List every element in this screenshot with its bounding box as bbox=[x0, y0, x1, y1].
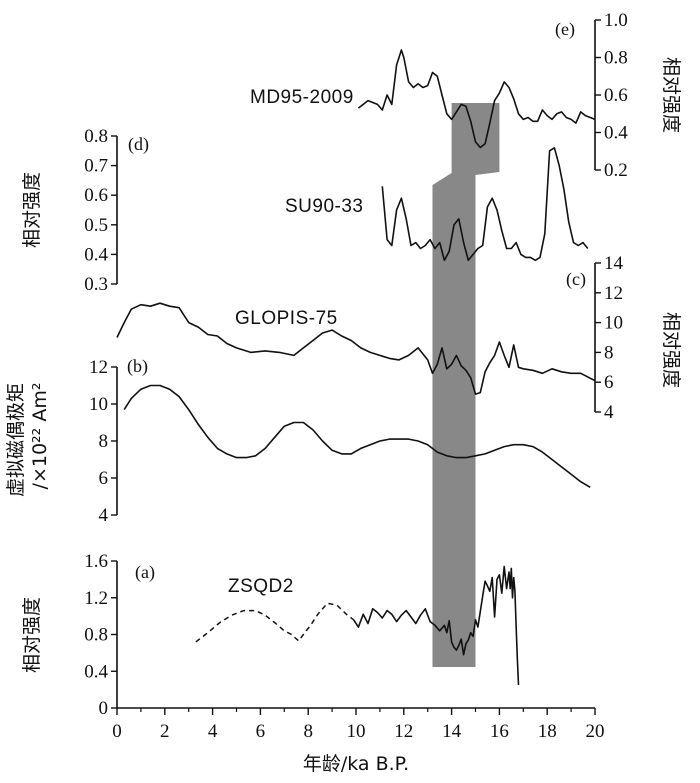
x-tick-label: 20 bbox=[586, 721, 605, 742]
y-tick-label-c: 10 bbox=[604, 313, 623, 334]
y-tick-label-d: 0.8 bbox=[84, 126, 108, 147]
y-tick-label-c: 14 bbox=[604, 253, 624, 274]
panel-letter-d: (d) bbox=[128, 134, 149, 155]
series-label-a: ZSQD2 bbox=[228, 576, 294, 597]
x-tick-label: 2 bbox=[160, 721, 170, 742]
y-tick-label-e: 0.2 bbox=[604, 160, 628, 181]
y-tick-label-c: 8 bbox=[604, 342, 614, 363]
series-line-e bbox=[357, 49, 596, 149]
y-tick-label-d: 0.5 bbox=[84, 215, 108, 236]
y-axis-title-e: 相对强度 bbox=[660, 57, 682, 133]
y-tick-label-a: 0.4 bbox=[84, 661, 108, 682]
series-label-d: SU90-33 bbox=[285, 196, 364, 217]
y-tick-label-b: 8 bbox=[99, 431, 109, 452]
y-tick-label-d: 0.6 bbox=[84, 185, 108, 206]
y-tick-label-a: 0.8 bbox=[84, 625, 108, 646]
series-line-dashed-a bbox=[195, 602, 355, 643]
y-tick-label-b: 6 bbox=[99, 468, 109, 489]
series-label-e: MD95-2009 bbox=[250, 87, 354, 108]
y-tick-label-c: 4 bbox=[604, 402, 614, 423]
y-tick-label-b: 12 bbox=[89, 357, 108, 378]
series-line-c bbox=[116, 302, 596, 395]
y-tick-label-d: 0.3 bbox=[84, 274, 108, 295]
y-axis-title-b: 虚拟磁偶极矩 bbox=[5, 383, 27, 497]
y-tick-label-c: 6 bbox=[604, 372, 614, 393]
panel-letter-c: (c) bbox=[566, 269, 586, 290]
highlight-band bbox=[432, 103, 500, 667]
y-tick-label-b: 10 bbox=[89, 394, 108, 415]
y-tick-label-e: 0.6 bbox=[604, 85, 628, 106]
series-label-c: GLOPIS-75 bbox=[235, 308, 338, 329]
x-tick-label: 8 bbox=[303, 721, 313, 742]
y-tick-label-e: 0.8 bbox=[604, 48, 628, 69]
x-tick-label: 18 bbox=[538, 721, 557, 742]
y-tick-label-b: 4 bbox=[99, 505, 109, 526]
y-tick-label-a: 1.2 bbox=[84, 588, 108, 609]
y-tick-label-a: 1.6 bbox=[84, 551, 108, 572]
y-tick-label-e: 0.4 bbox=[604, 123, 628, 144]
x-tick-label: 12 bbox=[394, 721, 413, 742]
x-tick-label: 6 bbox=[256, 721, 266, 742]
y-tick-label-a: 0 bbox=[99, 698, 109, 719]
y-tick-label-c: 12 bbox=[604, 283, 623, 304]
y-axis-title-c: 相对强度 bbox=[660, 312, 682, 388]
y-tick-label-e: 1.0 bbox=[604, 10, 628, 31]
series-line-b bbox=[123, 384, 591, 488]
x-axis-title: 年龄/ka B.P. bbox=[303, 753, 409, 775]
series-line-a bbox=[352, 565, 520, 686]
y-tick-label-d: 0.4 bbox=[84, 244, 108, 265]
x-tick-label: 16 bbox=[490, 721, 509, 742]
y-tick-label-d: 0.7 bbox=[84, 156, 108, 177]
panel-letter-e: (e) bbox=[555, 19, 575, 40]
y-axis-title-a: 相对强度 bbox=[21, 597, 43, 673]
x-tick-label: 10 bbox=[347, 721, 366, 742]
x-tick-label: 4 bbox=[208, 721, 218, 742]
y-axis-title-d: 相对强度 bbox=[21, 172, 43, 248]
x-tick-label: 0 bbox=[112, 721, 122, 742]
x-tick-label: 14 bbox=[442, 721, 462, 742]
y-axis-title-unit-b: /×10²² Am² bbox=[29, 383, 51, 490]
panel-letter-b: (b) bbox=[127, 356, 148, 377]
panel-letter-a: (a) bbox=[135, 562, 155, 583]
series-line-d bbox=[381, 147, 589, 262]
